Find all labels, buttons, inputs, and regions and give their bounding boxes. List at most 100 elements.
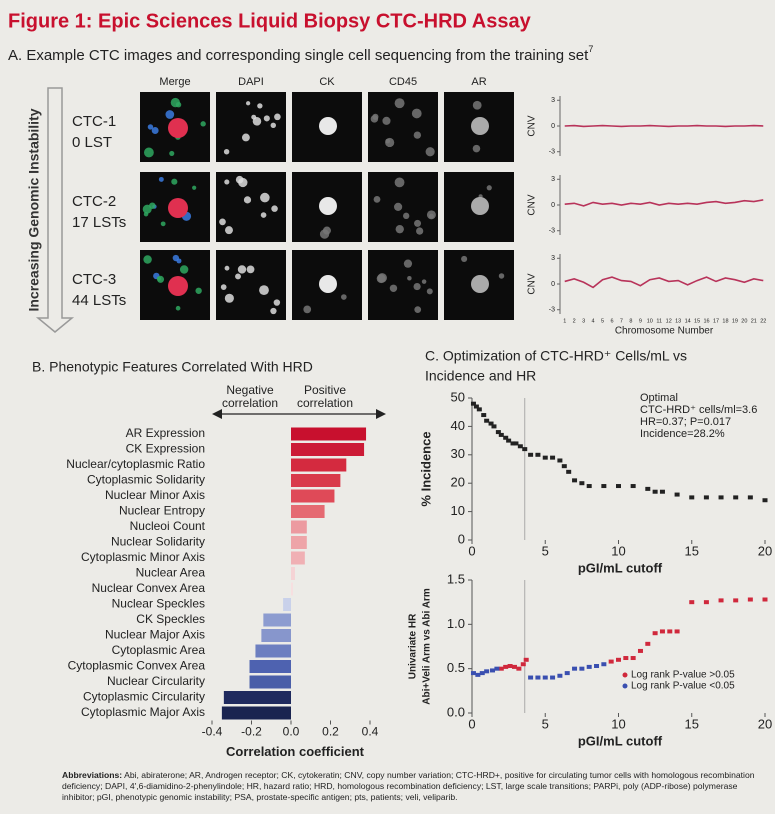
category-label: Nuclear Circularity <box>107 674 205 688</box>
y-label: CNV <box>527 273 538 294</box>
panel-c-title: C. Optimization of CTC-HRD⁺ Cells/mL vs <box>425 348 687 364</box>
point <box>470 671 476 676</box>
bar <box>291 536 307 549</box>
point <box>616 484 621 489</box>
y-tick-label: 1.5 <box>447 571 465 586</box>
point <box>608 659 614 664</box>
cell-dot <box>143 255 152 264</box>
cell-dot <box>158 176 164 182</box>
x-tick-label: 0 <box>468 716 475 731</box>
bar <box>223 691 291 704</box>
point <box>561 464 567 469</box>
point <box>586 484 592 489</box>
ctc <box>471 275 489 293</box>
point <box>762 498 768 503</box>
point <box>506 438 512 443</box>
point <box>616 657 621 662</box>
x-label: Chromosome Number <box>615 326 714 337</box>
y-tick-label: 3 <box>551 255 555 262</box>
bar <box>291 489 335 503</box>
y-tick-label: 3 <box>551 97 555 104</box>
point <box>498 432 504 437</box>
y-tick-label: -3 <box>549 228 555 235</box>
point <box>572 478 578 483</box>
bar <box>221 706 291 720</box>
cell-dot <box>165 110 175 119</box>
y-label: Univariate HR <box>408 613 419 679</box>
row-lst: 44 LSTs <box>72 292 126 309</box>
annotation: Optimal <box>640 392 678 404</box>
y-tick-label: 3 <box>551 176 555 183</box>
x-tick-label: 4 <box>592 318 595 324</box>
y-label: CNV <box>527 194 538 215</box>
point <box>630 484 636 489</box>
point <box>674 629 680 634</box>
ctc <box>168 118 188 138</box>
cell-dot <box>377 273 387 283</box>
point <box>586 664 592 669</box>
ctc <box>471 117 489 135</box>
cell-dot <box>192 185 197 190</box>
cell-dot <box>224 293 234 303</box>
cell-dot <box>176 258 182 264</box>
point <box>523 657 529 662</box>
x-tick-label: 0.4 <box>362 725 379 739</box>
x-tick-label: 0.0 <box>283 725 300 739</box>
point <box>513 441 519 446</box>
x-tick-label: 0.2 <box>322 725 339 739</box>
cell-dot <box>219 218 226 226</box>
x-tick-label: 20 <box>741 318 747 324</box>
category-label: Nuclear/cytoplasmic Ratio <box>66 457 205 471</box>
bar <box>249 675 291 689</box>
point <box>674 492 680 497</box>
x-label: pGI/mL cutoff <box>578 733 663 748</box>
point <box>542 675 548 680</box>
cell-dot <box>245 101 251 106</box>
cell-dot <box>373 196 381 203</box>
abbreviations: Abbreviations: Abi, abiraterone; AR, And… <box>62 770 762 803</box>
point <box>510 441 516 446</box>
panel-c-title: Incidence and HR <box>425 368 536 384</box>
category-label: Cytoplasmic Minor Axis <box>81 550 205 564</box>
point <box>659 489 665 494</box>
cell-dot <box>319 229 330 239</box>
category-label: AR Expression <box>126 426 205 440</box>
category-label: Cytoplasmic Solidarity <box>87 473 205 487</box>
point <box>503 664 509 669</box>
column-header: Merge <box>159 76 190 88</box>
point <box>491 424 497 429</box>
panel-a-title-text: A. Example CTC images and corresponding … <box>8 47 589 64</box>
cell-dot <box>370 115 379 123</box>
ctc <box>319 117 337 135</box>
x-tick-label: 5 <box>542 543 549 558</box>
x-tick-label: 2 <box>573 318 576 324</box>
point <box>511 664 517 669</box>
point <box>522 447 528 452</box>
panel-b-title: B. Phenotypic Features Correlated With H… <box>32 359 313 375</box>
category-label: Cytoplasmic Convex Area <box>68 659 206 673</box>
ctc <box>319 275 337 293</box>
bar <box>263 613 291 627</box>
bar <box>291 443 365 456</box>
category-label: Nuclear Major Axis <box>105 628 205 642</box>
legend-marker <box>622 672 628 678</box>
category-label: Cytoplasmic Circularity <box>83 690 205 704</box>
cell-dot <box>403 259 413 268</box>
column-header: AR <box>471 76 486 88</box>
x-tick-label: 16 <box>703 318 709 324</box>
point <box>747 597 753 602</box>
x-tick-label: 19 <box>732 318 738 324</box>
point <box>601 662 607 667</box>
y-tick-label: 50 <box>451 389 465 404</box>
row-lst: 17 LSTs <box>72 214 126 231</box>
cell-dot <box>416 227 424 235</box>
column-header: DAPI <box>238 76 264 88</box>
cell-dot <box>407 276 412 281</box>
cell-dot <box>237 265 247 274</box>
ctc <box>471 197 489 215</box>
cell-dot <box>224 179 230 185</box>
cell-dot <box>472 144 481 153</box>
x-tick-label: 10 <box>647 318 653 324</box>
bar <box>291 505 325 518</box>
y-tick-label: 40 <box>451 418 465 433</box>
